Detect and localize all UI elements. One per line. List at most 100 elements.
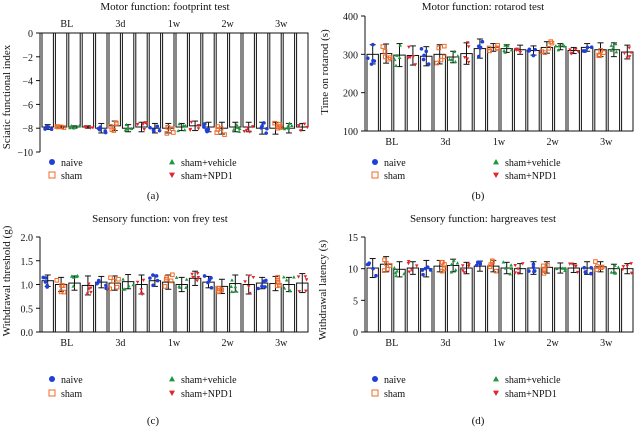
legend-marker-sham_vehicle — [493, 376, 499, 382]
data-point-sham_npd1-1w — [189, 120, 194, 125]
data-point-sham-1w — [487, 48, 492, 54]
data-point-sham-2w — [546, 45, 551, 51]
data-point-sham-3w — [597, 53, 602, 59]
legend-marker-naive — [49, 159, 55, 165]
data-point-sham_vehicle-3w — [282, 127, 287, 131]
data-point-sham_npd1-2w — [243, 280, 247, 284]
data-point-sham-1w — [169, 126, 175, 131]
data-point-sham_vehicle-3d — [447, 57, 452, 61]
data-point-naive-2w — [531, 53, 536, 58]
data-point-sham_vehicle-BL — [402, 272, 406, 276]
legend-label-sham_vehicle: sham+vehicle — [181, 375, 237, 386]
data-point-sham_npd1-BL — [406, 262, 411, 266]
data-point-sham_vehicle-3d — [124, 122, 129, 127]
legend-marker-sham_npd1 — [493, 390, 499, 396]
data-point-naive-BL — [43, 280, 48, 284]
bar-sham_npd1-3w — [621, 51, 634, 132]
data-point-sham-3d — [442, 262, 447, 267]
data-point-sham-2w — [541, 271, 547, 276]
data-point-sham_vehicle-2w — [557, 43, 561, 48]
y-tick-label: 1.0 — [21, 281, 34, 292]
data-point-sham_npd1-2w — [574, 47, 578, 52]
data-point-naive-3d — [104, 283, 108, 288]
x-tick-label-BL: BL — [385, 137, 398, 148]
data-point-sham-3d — [438, 57, 444, 63]
data-point-sham_vehicle-3d — [121, 287, 126, 291]
data-point-sham_vehicle-1w — [503, 50, 507, 54]
data-point-naive-3w — [260, 124, 264, 128]
bar-naive-3w — [255, 32, 269, 129]
data-point-sham_vehicle-BL — [395, 269, 399, 273]
legend-label-sham_vehicle: sham+vehicle — [505, 375, 561, 386]
data-point-sham-BL — [382, 49, 388, 54]
legend-label-sham_vehicle: sham+vehicle — [505, 158, 561, 169]
data-point-sham_npd1-3w — [299, 129, 303, 133]
data-point-sham-1w — [168, 278, 174, 284]
x-tick-label-1w: 1w — [493, 338, 506, 349]
data-point-naive-BL — [372, 59, 377, 63]
data-point-sham_vehicle-3d — [453, 59, 458, 64]
data-point-sham-3w — [594, 264, 600, 269]
legend-label-naive: naive — [384, 375, 406, 386]
data-point-sham_npd1-3d — [460, 264, 465, 268]
data-point-sham-3d — [441, 266, 447, 272]
data-point-sham_vehicle-2w — [237, 126, 242, 131]
x-tick-label-2w: 2w — [546, 137, 559, 148]
data-point-naive-3w — [583, 270, 588, 275]
data-point-sham_vehicle-1w — [509, 263, 513, 267]
data-point-sham-1w — [493, 268, 499, 274]
x-tick-label-3d: 3d — [440, 338, 450, 349]
data-point-sham_vehicle-3d — [125, 126, 130, 131]
data-point-sham-2w — [545, 262, 550, 268]
data-point-naive-1w — [154, 274, 159, 278]
data-point-sham_npd1-3d — [142, 127, 147, 132]
data-point-sham_vehicle-2w — [562, 44, 567, 48]
data-point-naive-3d — [421, 272, 425, 277]
data-point-sham_vehicle-1w — [184, 285, 188, 289]
bar-naive-BL — [41, 32, 54, 128]
legend-label-sham_npd1: sham+NPD1 — [505, 171, 557, 182]
data-point-sham_vehicle-2w — [234, 289, 239, 293]
bar-sham_npd1-BL — [81, 32, 95, 128]
data-point-sham_vehicle-3w — [292, 275, 296, 279]
data-point-sham-3w — [275, 277, 280, 283]
data-point-sham_npd1-3d — [135, 280, 140, 284]
y-tick-label: 200 — [343, 89, 358, 100]
panel-d-title: Sensory function: hargreaves test — [410, 213, 556, 225]
data-point-sham_vehicle-2w — [556, 48, 561, 52]
data-point-sham_npd1-2w — [251, 125, 255, 129]
data-point-sham_npd1-BL — [88, 126, 93, 130]
data-point-sham_npd1-3w — [627, 46, 632, 50]
data-point-sham_vehicle-3d — [449, 262, 454, 266]
data-point-sham-3d — [107, 286, 113, 292]
legend-label-naive: naive — [384, 158, 406, 169]
data-point-naive-3w — [589, 271, 593, 276]
data-point-sham_vehicle-3d — [129, 126, 134, 131]
data-point-sham_vehicle-3w — [288, 289, 293, 293]
bar-sham_npd1-2w — [567, 267, 580, 333]
data-point-naive-3d — [104, 286, 109, 291]
data-point-sham-3w — [272, 120, 277, 126]
data-point-sham-BL — [387, 55, 393, 60]
data-point-sham_npd1-1w — [191, 275, 195, 280]
data-point-sham_npd1-3d — [463, 56, 467, 60]
x-tick-label-3w: 3w — [275, 338, 288, 349]
data-point-sham_npd1-1w — [516, 271, 521, 275]
data-point-sham-2w — [539, 49, 545, 54]
bar-sham-2w — [215, 32, 229, 129]
data-point-sham_npd1-BL — [407, 45, 411, 49]
y-tick-label: −4 — [22, 77, 33, 88]
x-tick-label-1w: 1w — [168, 338, 181, 349]
data-point-sham_npd1-3d — [466, 60, 471, 65]
data-point-sham_npd1-1w — [190, 272, 194, 277]
panel-d: Sensory function: hargreaves test Withdr… — [317, 213, 634, 427]
data-point-sham_vehicle-BL — [71, 284, 76, 288]
bar-sham-BL — [379, 263, 393, 333]
data-point-sham_npd1-BL — [410, 268, 414, 272]
y-tick-label: −8 — [22, 124, 33, 135]
bar-sham_npd1-1w — [188, 32, 202, 127]
data-point-sham-1w — [495, 42, 500, 48]
data-point-sham_vehicle-1w — [509, 266, 514, 270]
data-point-sham_vehicle-BL — [394, 63, 398, 68]
data-point-sham_vehicle-2w — [230, 289, 234, 294]
